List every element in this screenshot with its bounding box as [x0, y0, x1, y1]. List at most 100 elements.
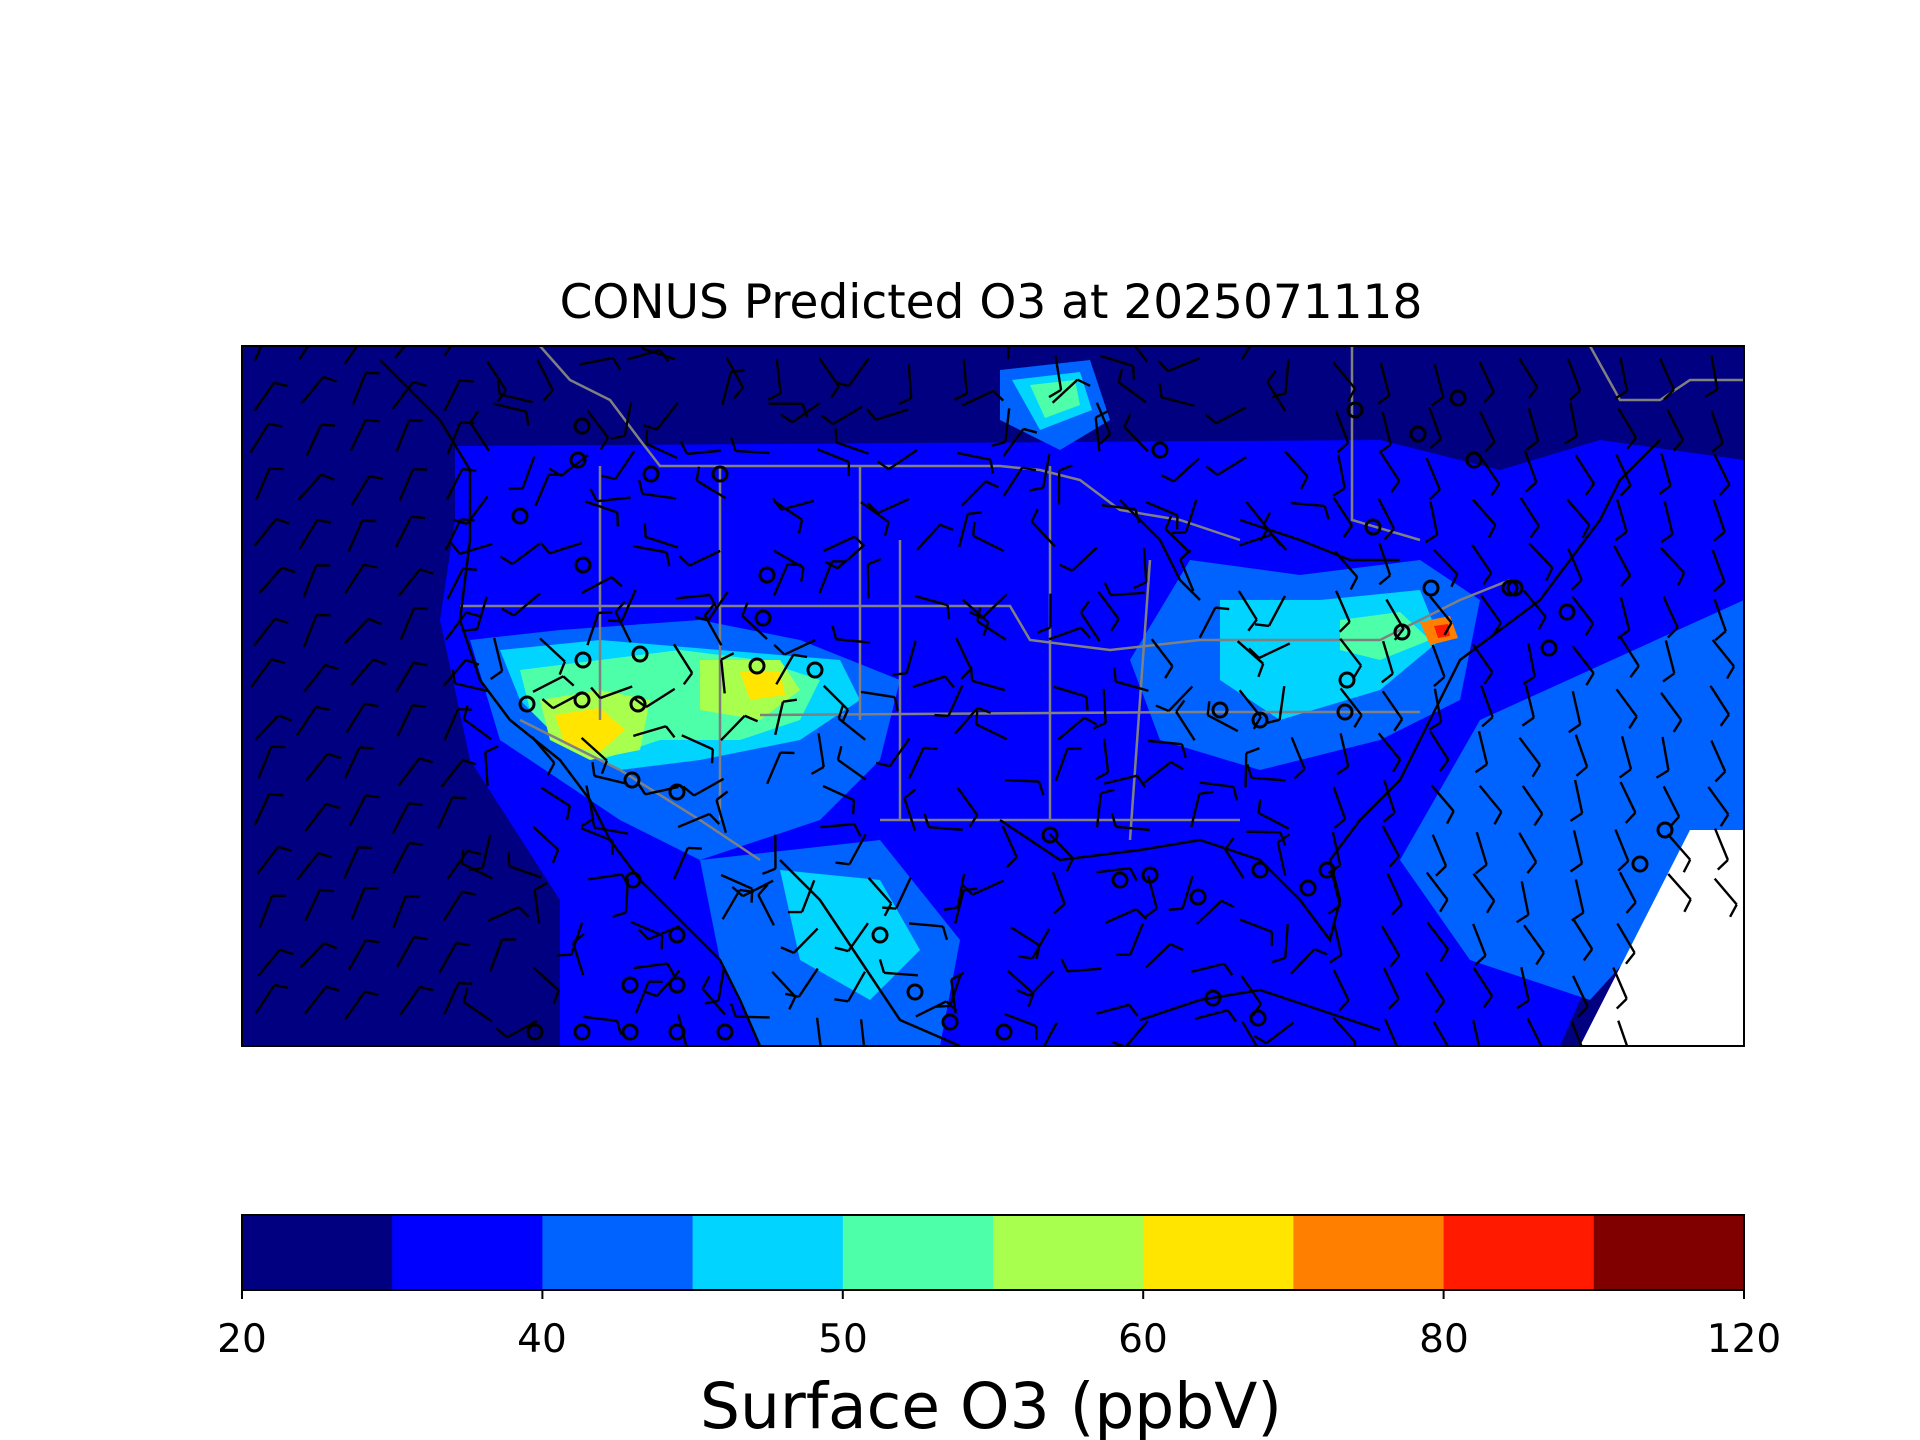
wind-barb	[834, 428, 869, 455]
wind-barb	[392, 841, 423, 874]
colorbar-tick-label: 50	[818, 1317, 868, 1362]
wind-barb	[469, 410, 490, 452]
wind-barb	[630, 920, 664, 950]
wind-barb	[1018, 928, 1051, 960]
wind-barb	[442, 890, 477, 922]
wind-barb	[909, 922, 949, 941]
colorbar-tick-label: 120	[1707, 1317, 1781, 1362]
wind-barb	[1204, 406, 1247, 425]
wind-barb	[860, 690, 899, 712]
wind-barb	[1712, 499, 1726, 542]
wind-barb	[501, 592, 541, 617]
wind-barb	[1116, 922, 1145, 956]
wind-barb	[443, 379, 474, 412]
calm-circle	[1449, 389, 1467, 407]
calm-circle	[526, 1023, 544, 1041]
wind-barb	[1379, 451, 1401, 494]
wind-barb	[1567, 358, 1582, 401]
wind-barb	[349, 418, 380, 452]
wind-barb	[950, 971, 965, 1014]
wind-barb	[1133, 346, 1149, 363]
calm-circle	[941, 1013, 959, 1031]
calm-circle	[574, 556, 592, 574]
wind-barb	[1521, 785, 1544, 827]
calm-circle	[668, 1023, 686, 1041]
wind-barb	[1158, 383, 1195, 407]
wind-barb	[257, 948, 294, 977]
colorbar: 20 40 50 60 80 120 Surface O3 (ppbV)	[217, 1214, 1781, 1440]
wind-barb	[1057, 716, 1098, 741]
calm-circle	[621, 976, 639, 994]
calm-circle	[624, 871, 642, 889]
wind-barb	[892, 640, 917, 676]
wind-barb	[780, 927, 819, 954]
wind-barb	[531, 736, 556, 776]
wind-barb	[347, 519, 377, 553]
wind-barb	[1190, 790, 1214, 828]
wind-barb	[1377, 362, 1391, 405]
wind-barb	[1117, 368, 1147, 404]
wind-barb	[1432, 548, 1459, 588]
wind-barb	[834, 922, 869, 953]
wind-barb	[443, 981, 473, 1015]
wind-barb	[1290, 736, 1306, 780]
wind-barb	[1096, 867, 1138, 882]
wind-barb	[1224, 837, 1245, 879]
wind-barb	[1518, 832, 1538, 874]
wind-barb	[823, 535, 866, 553]
map-frame	[241, 345, 1745, 1047]
wind-barb	[875, 737, 911, 768]
wind-barb	[344, 990, 379, 1021]
wind-barb	[1048, 832, 1075, 872]
wind-barb	[533, 881, 548, 924]
wind-barb	[1332, 786, 1347, 829]
wind-barb	[303, 663, 339, 693]
wind-barb	[954, 706, 992, 735]
colorbar-tick-labels: 20 40 50 60 80 120	[217, 1317, 1781, 1362]
wind-barb	[1100, 354, 1136, 380]
wind-barb	[1058, 546, 1098, 572]
wind-barb	[296, 852, 332, 881]
calm-circle	[1506, 579, 1524, 597]
wind-barb	[1573, 919, 1594, 962]
wind-barb	[1004, 1012, 1038, 1041]
field-45-50-mexico	[780, 870, 920, 1000]
wind-barb	[1660, 692, 1683, 733]
wind-barb	[1160, 457, 1200, 483]
wind-barb	[1655, 736, 1670, 779]
wind-barb	[1144, 942, 1184, 969]
wind-barb	[645, 429, 678, 460]
calm-circle	[623, 771, 641, 789]
wind-barb	[1478, 360, 1495, 404]
wind-barb	[446, 849, 482, 880]
calm-circle	[631, 645, 649, 663]
calm-circle	[754, 609, 772, 627]
wind-barb	[1424, 501, 1439, 544]
wind-barb	[1097, 590, 1120, 632]
wind-barb	[836, 746, 867, 781]
wind-barb	[762, 834, 777, 875]
wind-barb	[539, 637, 566, 675]
colorbar-tick-label: 60	[1118, 1317, 1168, 1362]
wind-barb	[1472, 966, 1494, 1009]
no-data-region	[1580, 830, 1744, 1046]
wind-barb	[1426, 921, 1450, 962]
wind-barb	[299, 942, 338, 969]
wind-barb	[586, 611, 613, 646]
wind-barb	[1016, 970, 1055, 997]
wind-barb	[1332, 361, 1357, 402]
wind-barb	[610, 402, 633, 440]
wind-barb	[1713, 877, 1738, 918]
wind-barb	[302, 613, 331, 648]
wind-barb	[351, 371, 380, 406]
wind-barb	[1190, 962, 1234, 976]
wind-barb	[1143, 760, 1184, 784]
wind-barb	[1048, 626, 1092, 641]
wind-barb	[1471, 643, 1494, 685]
calm-circle	[906, 983, 924, 1001]
wind-barb	[1334, 550, 1359, 591]
colorbar-frame	[241, 1214, 1745, 1291]
wind-barb	[943, 873, 966, 912]
wind-barb	[450, 542, 493, 555]
wind-barb	[1004, 778, 1045, 796]
